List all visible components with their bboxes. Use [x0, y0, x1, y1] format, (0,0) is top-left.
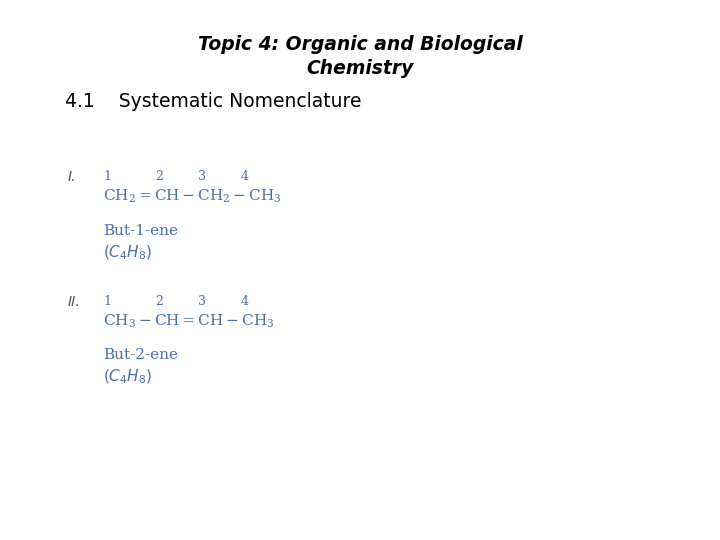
- Text: 1: 1: [103, 170, 111, 183]
- Text: Topic 4: Organic and Biological: Topic 4: Organic and Biological: [197, 35, 523, 54]
- Text: I.: I.: [68, 170, 76, 184]
- Text: 4.1    Systematic Nomenclature: 4.1 Systematic Nomenclature: [65, 92, 361, 111]
- Text: 2: 2: [155, 170, 163, 183]
- Text: 3: 3: [198, 295, 206, 308]
- Text: II.: II.: [68, 295, 81, 309]
- Text: But-1-ene: But-1-ene: [103, 224, 178, 238]
- Text: Chemistry: Chemistry: [306, 59, 414, 78]
- Text: 1: 1: [103, 295, 111, 308]
- Text: 3: 3: [198, 170, 206, 183]
- Text: 4: 4: [241, 295, 249, 308]
- Text: $(C_4H_8)$: $(C_4H_8)$: [103, 368, 152, 387]
- Text: $(C_4H_8)$: $(C_4H_8)$: [103, 244, 152, 262]
- Text: But-2-ene: But-2-ene: [103, 348, 178, 362]
- Text: $\mathregular{CH_3 - CH = CH - CH_3}$: $\mathregular{CH_3 - CH = CH - CH_3}$: [103, 313, 274, 330]
- Text: 4: 4: [241, 170, 249, 183]
- Text: $\mathregular{CH_2 = CH - CH_2 - CH_3}$: $\mathregular{CH_2 = CH - CH_2 - CH_3}$: [103, 188, 282, 205]
- Text: 2: 2: [155, 295, 163, 308]
